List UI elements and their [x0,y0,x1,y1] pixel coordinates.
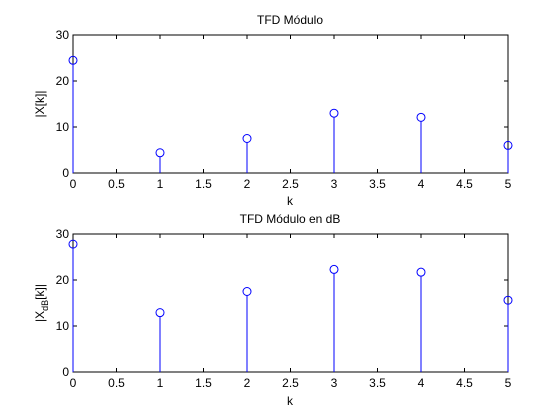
stem-series [68,239,513,372]
stem-marker [503,295,513,305]
x-axis-label: k [287,394,294,408]
x-tick-label: 3.5 [369,177,386,191]
y-tick-labels: 0 10 20 30 [56,28,508,180]
x-tick-label: 3 [331,376,338,390]
x-tick-label: 5 [505,177,512,191]
stem-marker [242,287,252,296]
stem-marker [155,308,165,318]
x-axis-label: k [287,194,294,208]
stem-marker [155,148,165,158]
y-axis-label-tail: [k]| [33,284,47,300]
x-tick-label: 2 [244,376,251,390]
y-tick-label: 10 [56,120,70,134]
x-tick-label: 2.5 [282,177,299,191]
x-tick-label: 0 [70,177,77,191]
y-tick-label: 0 [62,365,69,379]
chart-title: TFD Módulo en dB [240,212,341,226]
x-tick-labels: 0 0.5 1 1.5 2 2.5 3 3.5 4 4.5 5 [70,234,512,390]
y-tick-label: 30 [56,28,70,42]
x-tick-label: 1 [157,376,164,390]
stem-marker [242,134,252,143]
x-tick-label: 1.5 [195,177,212,191]
stem-marker [416,112,426,122]
subplot-modulo-db: TFD Módulo en dB k |XdB[k]| 0 0.5 1 1.5 2 2.5… [33,212,513,408]
stem-marker [329,108,339,118]
stem-marker [416,267,426,277]
subplot-modulo: TFD Módulo k |X[k]| 0 0.5 1 1.5 2 2.5 3 3.5 4 4.5… [33,13,513,208]
stem-marker [329,264,339,274]
x-tick-label: 2.5 [282,376,299,390]
y-tick-label: 30 [56,227,70,241]
y-tick-label: 10 [56,319,70,333]
y-tick-label: 0 [62,166,69,180]
x-tick-label: 4 [418,177,425,191]
y-tick-labels: 0 10 20 30 [56,227,508,379]
y-tick-label: 20 [56,273,70,287]
axes-frame [72,233,509,373]
chart-title: TFD Módulo [257,13,323,27]
y-axis-label-main: |X [33,311,47,322]
y-axis-label-subscript: dB [40,300,50,311]
x-tick-label: 3.5 [369,376,386,390]
x-tick-label: 1 [157,177,164,191]
stem-marker [68,239,78,249]
x-tick-label: 4.5 [456,376,473,390]
stem-marker [503,140,513,150]
x-tick-label: 1.5 [195,376,212,390]
x-tick-label: 0.5 [108,177,125,191]
x-tick-labels: 0 0.5 1 1.5 2 2.5 3 3.5 4 4.5 5 [70,35,512,191]
x-tick-label: 4 [418,376,425,390]
y-axis-label: |X[k]| [33,91,47,118]
x-tick-label: 2 [244,177,251,191]
y-axis-label: |XdB[k]| [33,284,50,322]
stem-series [68,55,513,173]
x-tick-label: 0 [70,376,77,390]
x-tick-label: 3 [331,177,338,191]
x-tick-label: 4.5 [456,177,473,191]
x-tick-label: 5 [505,376,512,390]
axes-frame [72,34,509,174]
y-tick-label: 20 [56,74,70,88]
stem-marker [68,55,78,65]
x-tick-label: 0.5 [108,376,125,390]
